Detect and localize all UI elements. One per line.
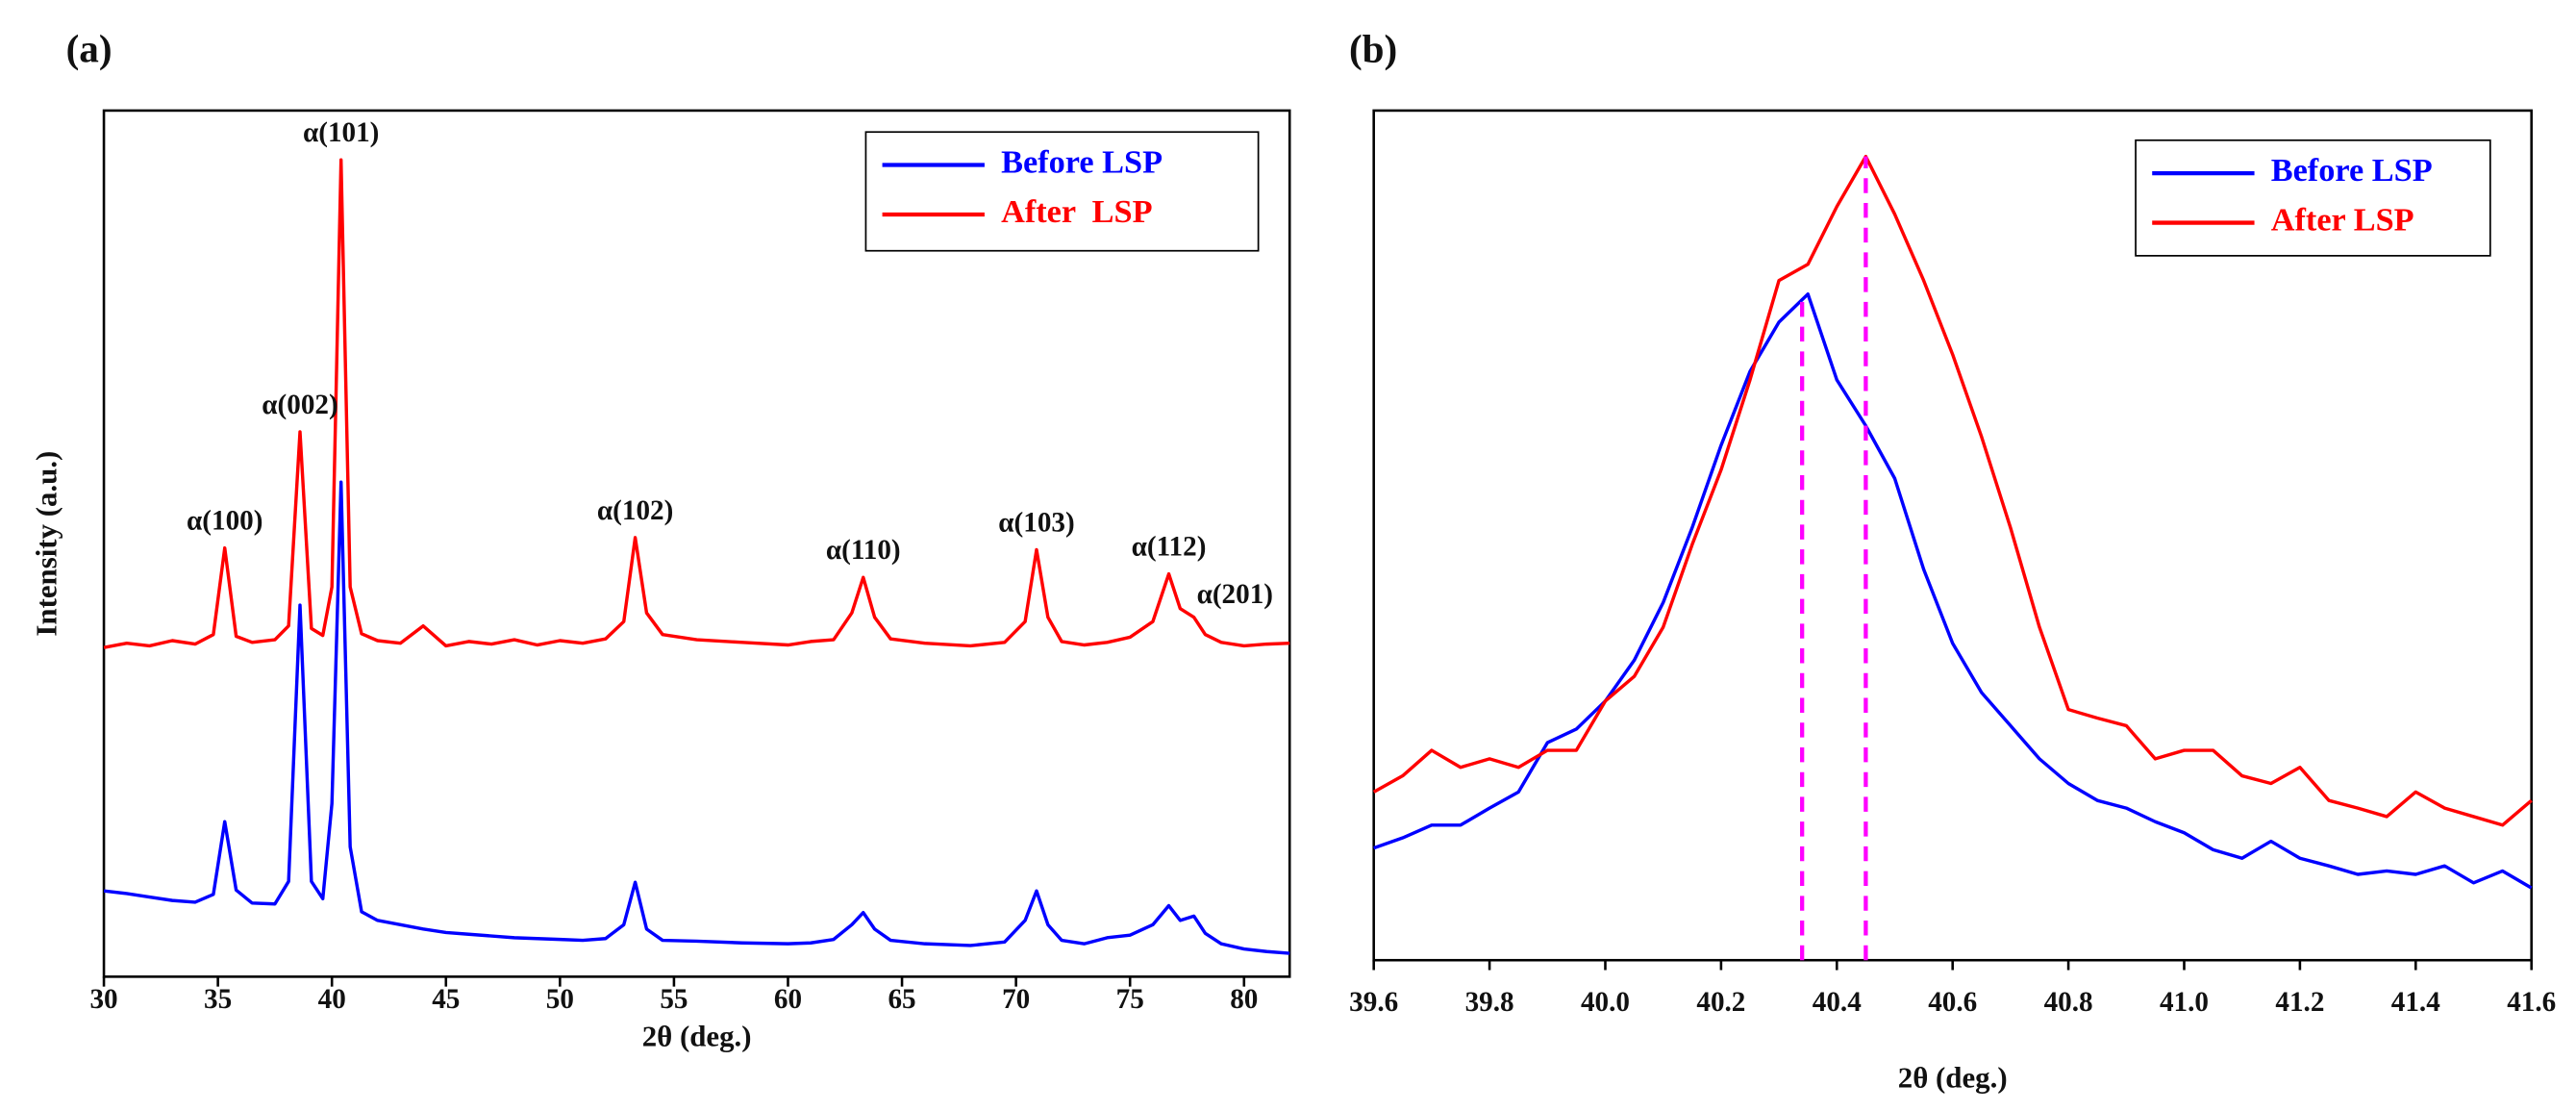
legend-label: After LSP bbox=[2271, 201, 2414, 238]
peak-label: α(101) bbox=[303, 117, 379, 148]
x-tick-label: 41.0 bbox=[2160, 987, 2209, 1018]
x-tick-label: 50 bbox=[546, 984, 574, 1015]
x-tick-label: 40.4 bbox=[1813, 987, 1862, 1018]
x-tick-label: 40.6 bbox=[1928, 987, 1977, 1018]
legend-label: Before LSP bbox=[1001, 143, 1163, 180]
x-tick-label: 60 bbox=[774, 984, 802, 1015]
x-tick-label: 30 bbox=[89, 984, 117, 1015]
x-tick-label: 45 bbox=[432, 984, 460, 1015]
peak-label: α(110) bbox=[826, 535, 901, 566]
x-tick-label: 39.8 bbox=[1465, 987, 1514, 1018]
x-tick-label: 41.4 bbox=[2391, 987, 2440, 1018]
x-tick-label: 75 bbox=[1116, 984, 1144, 1015]
x-tick-label: 35 bbox=[204, 984, 232, 1015]
x-tick-label: 40.2 bbox=[1696, 987, 1745, 1018]
x-tick-label: 80 bbox=[1230, 984, 1258, 1015]
x-tick-label: 70 bbox=[1002, 984, 1030, 1015]
legend-box bbox=[2135, 139, 2491, 257]
x-tick-label: 55 bbox=[660, 984, 688, 1015]
x-tick-label: 41.2 bbox=[2275, 987, 2324, 1018]
x-tick-label: 65 bbox=[888, 984, 915, 1015]
x-tick-label: 39.6 bbox=[1349, 987, 1398, 1018]
x-tick-label: 40 bbox=[318, 984, 346, 1015]
legend-label: Before LSP bbox=[2271, 152, 2433, 189]
peak-label: α(100) bbox=[187, 506, 263, 537]
x-tick-label: 40.0 bbox=[1581, 987, 1630, 1018]
y-axis-label: Intensity (a.u.) bbox=[30, 451, 63, 637]
peak-label: α(112) bbox=[1132, 532, 1207, 563]
panel-label: (a) bbox=[66, 26, 113, 71]
plot-frame bbox=[102, 109, 1291, 978]
data-line bbox=[1372, 154, 2533, 827]
peak-label: α(002) bbox=[262, 390, 338, 420]
data-line bbox=[103, 480, 1290, 955]
legend-label: After LSP bbox=[1001, 193, 1152, 230]
legend-box bbox=[864, 131, 1260, 252]
panel-label: (b) bbox=[1349, 26, 1397, 71]
peak-label: α(103) bbox=[998, 507, 1074, 538]
peak-label: α(102) bbox=[597, 495, 673, 526]
x-tick-label: 41.6 bbox=[2507, 987, 2556, 1018]
data-line bbox=[1373, 292, 2533, 890]
x-tick-label: 40.8 bbox=[2044, 987, 2093, 1018]
x-axis-label: 2θ (deg.) bbox=[1898, 1060, 2008, 1094]
data-line bbox=[103, 158, 1290, 649]
peak-label: α(201) bbox=[1197, 579, 1273, 610]
x-axis-label: 2θ (deg.) bbox=[642, 1020, 752, 1053]
